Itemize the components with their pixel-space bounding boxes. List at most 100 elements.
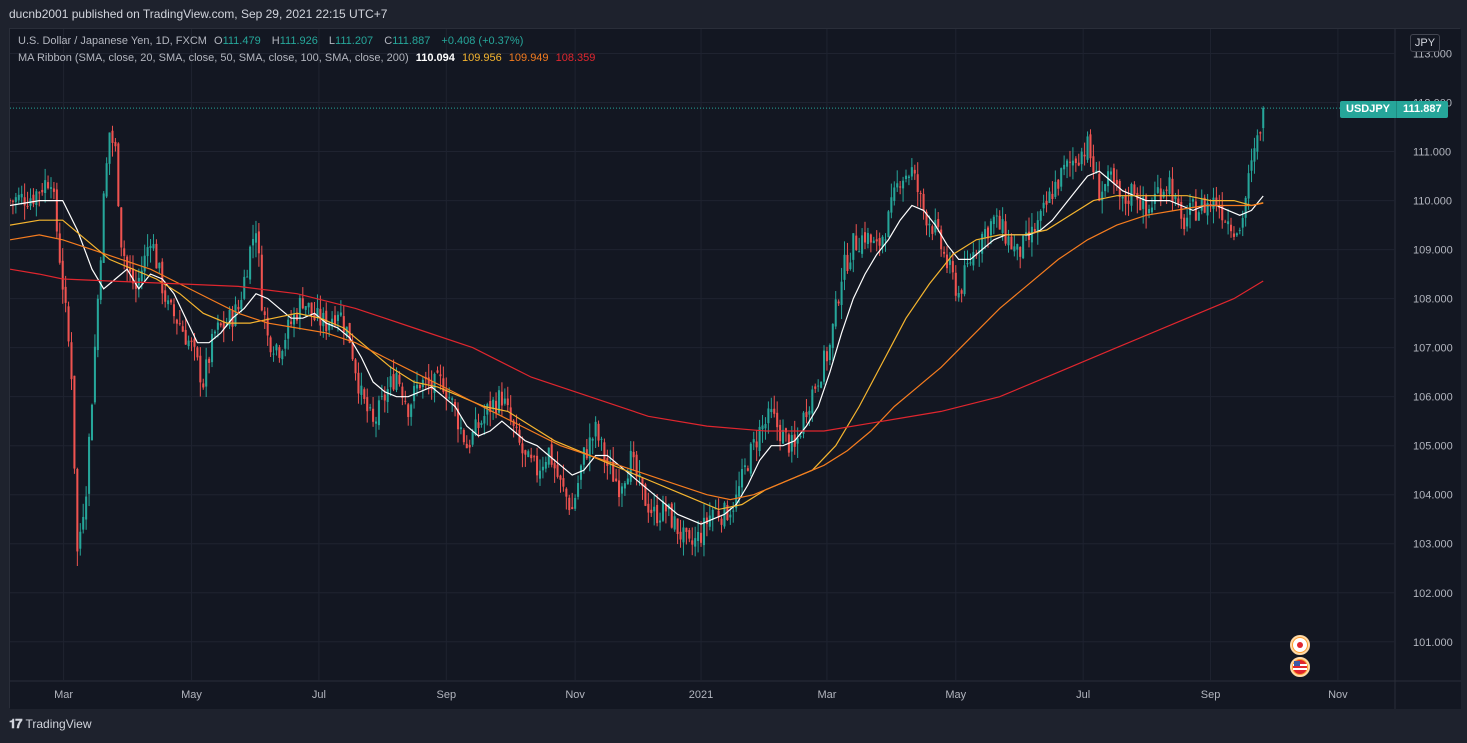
- candle-body: [732, 510, 735, 512]
- symbol-legend[interactable]: U.S. Dollar / Japanese Yen, 1D, FXCM O11…: [18, 35, 527, 47]
- candle-body: [357, 372, 360, 394]
- x-tick-label: Nov: [1328, 689, 1348, 701]
- candle-body: [834, 299, 837, 327]
- japan-flag-event-icon[interactable]: [1290, 635, 1310, 655]
- candle-body: [178, 323, 181, 325]
- candle-body: [992, 216, 995, 225]
- candle-body: [925, 211, 928, 226]
- candle-body: [1109, 171, 1112, 175]
- x-tick-label: Nov: [565, 689, 585, 701]
- chart-pane[interactable]: 113.000112.000111.000110.000109.000108.0…: [9, 28, 1461, 709]
- candle-body: [562, 478, 565, 487]
- candle-body: [269, 337, 272, 353]
- ma100-line: [10, 202, 1264, 501]
- candle-body: [1247, 173, 1250, 199]
- candle-body: [58, 233, 61, 263]
- y-tick-label: 111.000: [1413, 147, 1451, 159]
- ma200-line: [10, 268, 1264, 432]
- candle-body: [26, 205, 29, 207]
- ma50-value: 109.956: [461, 52, 502, 64]
- candle-body: [1095, 170, 1098, 173]
- candle-body: [495, 400, 498, 414]
- last-price-value: 111.887: [1396, 101, 1448, 118]
- candle-body: [579, 465, 583, 480]
- candle-body: [23, 197, 26, 206]
- ma20-line: [10, 170, 1264, 525]
- candle-body: [922, 193, 925, 211]
- candle-body: [805, 411, 808, 418]
- candle-body: [910, 167, 913, 177]
- candle-body: [752, 439, 755, 443]
- candle-body: [380, 395, 383, 397]
- candle-body: [697, 531, 700, 541]
- candle-body: [729, 514, 732, 518]
- candle-body: [316, 308, 319, 318]
- candle-body: [448, 397, 451, 399]
- candle-body: [1007, 236, 1010, 246]
- candle-body: [770, 409, 773, 413]
- us-flag-event-icon[interactable]: [1290, 657, 1310, 677]
- candle-body: [735, 494, 738, 509]
- candle-body: [1004, 221, 1007, 244]
- candle-body: [966, 263, 969, 265]
- candle-body: [164, 290, 167, 302]
- candle-body: [837, 301, 840, 304]
- candle-body: [679, 531, 682, 540]
- candle-body: [1101, 191, 1104, 201]
- candle-body: [310, 302, 313, 315]
- ma-ribbon-legend[interactable]: MA Ribbon (SMA, close, 20, SMA, close, 5…: [18, 52, 599, 64]
- candle-body: [530, 454, 533, 459]
- candle-body: [784, 428, 787, 433]
- candle-body: [1194, 201, 1197, 221]
- candle-body: [372, 408, 375, 422]
- candle-body: [211, 333, 214, 363]
- candle-body: [1232, 233, 1235, 237]
- candle-body: [544, 462, 547, 469]
- candle-body: [439, 374, 442, 377]
- candle-body: [799, 436, 802, 438]
- candle-body: [746, 468, 749, 471]
- candle-body: [366, 397, 369, 412]
- candle-body: [960, 290, 963, 294]
- ma20-value: 110.094: [415, 52, 455, 64]
- candle-body: [1115, 179, 1118, 185]
- candle-body: [1013, 246, 1016, 252]
- candle-body: [916, 174, 919, 193]
- candle-body: [659, 520, 662, 523]
- currency-badge[interactable]: JPY: [1410, 34, 1440, 52]
- candle-body: [1159, 188, 1162, 201]
- chart-canvas[interactable]: 113.000112.000111.000110.000109.000108.0…: [10, 29, 1461, 709]
- candle-body: [1145, 195, 1148, 216]
- candle-body: [281, 351, 284, 360]
- footer-brand[interactable]: 𝟏𝟕 TradingView: [9, 716, 92, 732]
- candle-body: [93, 346, 96, 403]
- candle-body: [1212, 197, 1215, 209]
- candle-body: [82, 516, 85, 530]
- candle-body: [1112, 168, 1115, 183]
- candle-body: [143, 255, 146, 272]
- candle-body: [702, 517, 705, 546]
- candle-body: [907, 176, 910, 178]
- candle-body: [477, 422, 480, 429]
- candle-body: [568, 497, 571, 511]
- candle-body: [840, 281, 843, 305]
- candle-body: [597, 423, 600, 441]
- candle-body: [413, 385, 416, 402]
- candle-body: [328, 323, 331, 331]
- candle-body: [427, 377, 430, 384]
- candle-body: [653, 506, 656, 512]
- candle-body: [553, 463, 556, 469]
- candle-body: [76, 469, 79, 552]
- candle-body: [954, 272, 957, 296]
- candle-body: [401, 386, 404, 398]
- candle-body: [1060, 168, 1063, 187]
- candle-body: [500, 391, 503, 406]
- candle-body: [1063, 164, 1066, 170]
- candle-body: [360, 385, 363, 395]
- candle-body: [497, 390, 501, 413]
- candle-body: [503, 398, 506, 404]
- candle-body: [1057, 179, 1060, 189]
- candle-body: [459, 427, 462, 430]
- candle-body: [1077, 162, 1080, 166]
- candle-body: [708, 515, 711, 527]
